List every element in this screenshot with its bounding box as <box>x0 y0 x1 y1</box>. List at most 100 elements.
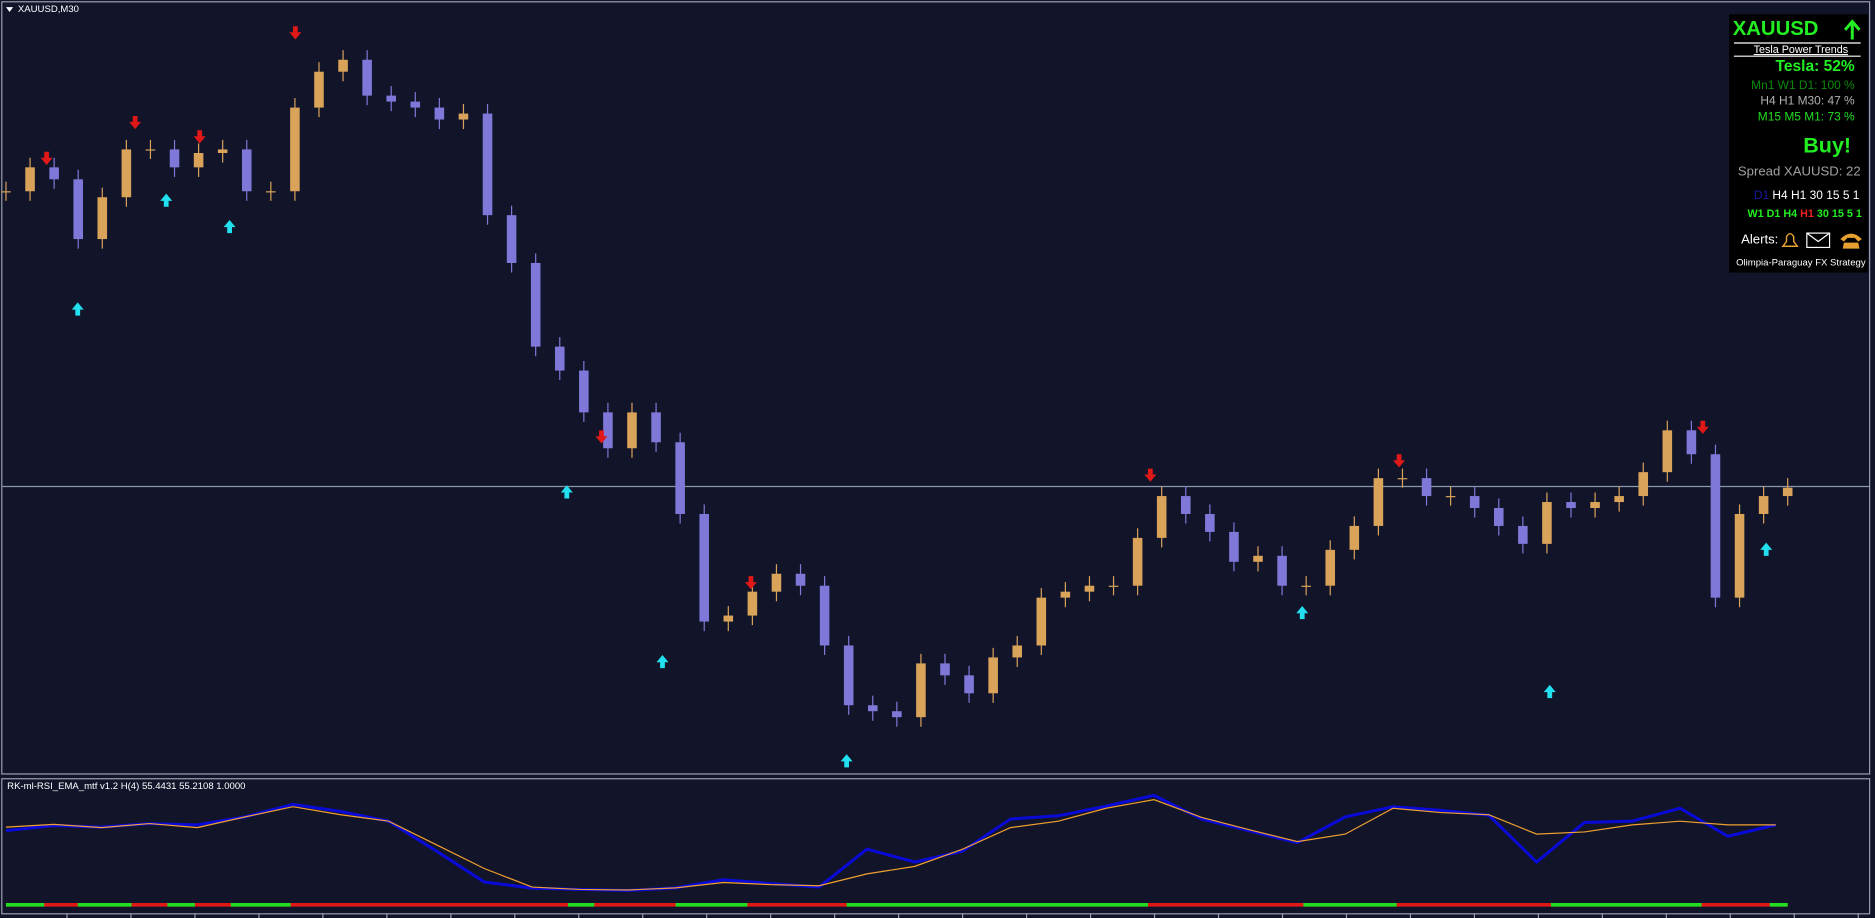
candle-body <box>1 191 11 193</box>
candle-body <box>290 107 300 192</box>
candle-body <box>145 149 156 151</box>
buy-arrow <box>1543 684 1556 699</box>
candle-body <box>771 573 782 592</box>
candle-body <box>1132 537 1143 586</box>
candle-body <box>1493 508 1504 526</box>
panel-row: Mn1 W1 D1: 100 % <box>1751 78 1855 92</box>
mail-icon[interactable] <box>1806 232 1831 249</box>
candle-body <box>819 585 830 646</box>
indicator-line <box>5 799 1776 891</box>
symbol-label: XAUUSD,M30 <box>18 4 79 15</box>
candle-body <box>266 191 276 193</box>
candle-body <box>699 513 710 622</box>
candle-body <box>1253 555 1263 562</box>
buy-arrow <box>560 485 573 499</box>
candle-body <box>458 113 469 120</box>
indicator-label: RK-ml-RSI_EMA_mtf v1.2 H(4) 55.4431 55.2… <box>7 781 245 792</box>
candle-body <box>1542 502 1552 544</box>
candle-body <box>1156 496 1167 538</box>
candle-body <box>1518 525 1528 544</box>
tf-item: 5 <box>1843 188 1850 202</box>
candle-body <box>675 442 685 514</box>
trend-arrow <box>1843 19 1861 40</box>
candle-body <box>1662 430 1673 473</box>
bell-icon[interactable] <box>1781 232 1799 247</box>
buy-arrow <box>840 754 853 768</box>
candle-body <box>843 645 854 706</box>
buy-arrow <box>71 302 84 316</box>
candle-body <box>1060 591 1071 598</box>
candle-body <box>434 107 445 120</box>
buy-arrow <box>656 655 669 669</box>
candle-body <box>1397 478 1408 480</box>
sell-arrow <box>129 115 142 130</box>
tf-item: 1 <box>1856 208 1862 220</box>
candle-body <box>892 711 902 718</box>
buy-arrow <box>223 219 236 234</box>
sell-arrow <box>40 151 53 165</box>
candle-body <box>338 59 348 72</box>
tf-item: D1 <box>1754 188 1770 202</box>
candle-body <box>1758 496 1769 514</box>
main-pane-border <box>1 1 1871 775</box>
candle-body <box>1301 585 1311 587</box>
candle-body <box>1734 513 1745 598</box>
sell-arrow <box>193 130 206 144</box>
tf-item: H1 <box>1791 188 1807 202</box>
candle-body <box>530 262 541 347</box>
sell-arrow <box>744 576 757 590</box>
candle-body <box>97 197 108 240</box>
panel-bg <box>1729 14 1868 273</box>
tf-item: H4 <box>1783 208 1797 220</box>
panel-subtitle: Tesla Power Trends <box>1754 44 1848 56</box>
candle-body <box>603 412 613 449</box>
candle-body <box>482 113 493 216</box>
candle-body <box>314 71 324 108</box>
candle-body <box>627 412 637 449</box>
candle-body <box>916 663 926 718</box>
candle-body <box>386 95 397 102</box>
sell-arrow <box>595 430 608 444</box>
tf-item: D1 <box>1767 208 1781 220</box>
candle-body <box>1638 472 1649 497</box>
tf-item: 1 <box>1853 188 1860 202</box>
candle-body <box>169 149 180 168</box>
tf-row: W1 D1 H4 H1 30 15 5 1 <box>1748 208 1862 220</box>
buy-arrow <box>1296 606 1309 620</box>
panel-alerts: Alerts: <box>1741 232 1778 247</box>
candle-body <box>554 346 565 371</box>
panel-symbol: XAUUSD <box>1733 18 1819 40</box>
candle-body <box>1710 454 1721 598</box>
candle-body <box>1469 496 1480 509</box>
signal-arrows <box>40 26 1773 768</box>
candle-body <box>49 167 59 180</box>
tf-item: H1 <box>1800 208 1814 220</box>
candle-body <box>25 167 35 192</box>
tf-row: D1 H4 H1 30 15 5 1 <box>1754 188 1860 202</box>
sell-arrow <box>289 26 302 40</box>
candle-body <box>193 153 204 168</box>
candle-body <box>1614 496 1624 503</box>
candle-body <box>1180 496 1191 514</box>
indicator-pane-border <box>1 778 1871 915</box>
panel-signal: Buy! <box>1803 134 1851 158</box>
candle-body <box>651 412 661 443</box>
candle-body <box>1084 585 1095 592</box>
collapse-icon[interactable] <box>5 7 14 12</box>
candle-body <box>121 149 132 198</box>
candle-body <box>964 675 974 694</box>
candle-body <box>362 59 372 96</box>
tf-item: 5 <box>1847 208 1853 220</box>
candle-body <box>506 215 517 263</box>
sell-arrow <box>1696 420 1709 434</box>
tf-item: W1 <box>1748 208 1764 220</box>
phone-icon[interactable] <box>1840 233 1862 249</box>
buy-arrow <box>160 193 173 207</box>
candle-body <box>73 179 83 240</box>
candle-body <box>217 149 228 153</box>
candle-body <box>1782 487 1793 497</box>
candle-body <box>1205 513 1215 532</box>
